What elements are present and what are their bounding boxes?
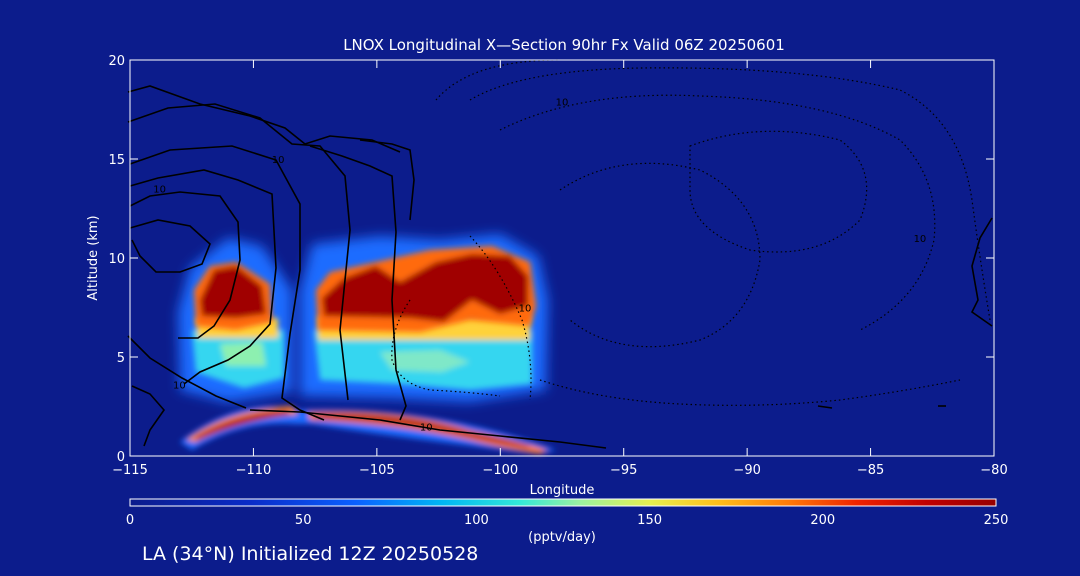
heat-arc-central-core (314, 413, 530, 448)
y-tick-label: 0 (117, 450, 125, 465)
dotted-contour-lines (391, 59, 991, 406)
contour-label: 10 (272, 155, 285, 166)
x-tick-label: −100 (482, 463, 518, 478)
x-axis: −115 −110 −105 −100 −95 −90 −85 −80 (112, 60, 1008, 478)
y-tick-label: 20 (108, 54, 125, 69)
contour-lines (127, 85, 993, 449)
contour-line (359, 139, 415, 221)
contour-line (129, 169, 277, 385)
y-tick-label: 5 (117, 351, 125, 366)
contour-line (970, 217, 993, 327)
y-tick-label: 15 (108, 153, 125, 168)
dotted-contour-line (469, 67, 991, 321)
heat-field (178, 234, 556, 454)
contour-line (249, 409, 607, 449)
contour-line (309, 145, 407, 421)
heat-green-central (380, 350, 470, 372)
colorbar-tick-label: 200 (810, 513, 835, 528)
heat-arc-halo (180, 406, 556, 454)
colorbar-tick-label: 150 (637, 513, 662, 528)
x-tick-label: −85 (857, 463, 884, 478)
x-tick-label: −80 (980, 463, 1007, 478)
heat-core-central (322, 254, 528, 322)
colorbar-tick-label: 0 (126, 513, 134, 528)
dotted-contour-line (559, 162, 761, 348)
x-tick-label: −115 (112, 463, 148, 478)
y-axis-label: Altitude (km) (86, 215, 101, 300)
contour-line (817, 405, 833, 409)
dotted-contour-line (689, 130, 868, 253)
colorbar-ticks: 0 50 100 150 200 250 (126, 513, 1009, 528)
colorbar-tick-label: 50 (295, 513, 312, 528)
heat-arc-central (308, 411, 548, 454)
contour-label: 10 (173, 381, 186, 392)
x-tick-label: −95 (610, 463, 637, 478)
dotted-contour-line (391, 299, 501, 397)
dotted-contour-line (539, 379, 961, 406)
contour-label: 10 (914, 234, 927, 245)
dotted-contour-line (499, 94, 936, 331)
contour-label: 10 (153, 185, 166, 196)
x-tick-label: −90 (733, 463, 760, 478)
x-tick-label: −110 (236, 463, 272, 478)
contour-line (129, 191, 241, 339)
contour-label: 10 (420, 422, 433, 433)
contour-line (131, 385, 166, 447)
dotted-contour-line (435, 59, 561, 101)
heat-green-west (220, 342, 266, 366)
y-axis: 0 5 10 15 20 (108, 54, 994, 465)
contour-line (127, 85, 401, 153)
dotted-contour-line (469, 235, 532, 401)
colorbar-gradient (129, 498, 997, 507)
heat-core-west (200, 266, 266, 318)
contour-line (127, 103, 351, 401)
colorbar: 0 50 100 150 200 250 (pptv/day) (126, 498, 1009, 545)
colorbar-label: (pptv/day) (528, 530, 596, 545)
contour-line (129, 219, 211, 273)
colorbar-tick-label: 250 (984, 513, 1009, 528)
colorbar-tick-label: 100 (464, 513, 489, 528)
chart-title: LNOX Longitudinal X—Section 90hr Fx Vali… (343, 36, 785, 54)
x-tick-label: −105 (359, 463, 395, 478)
footer-caption: LA (34°N) Initialized 12Z 20250528 (142, 543, 479, 565)
contour-labels: 10 10 10 10 10 10 10 (153, 98, 926, 434)
contour-label: 10 (519, 304, 532, 315)
contour-line (127, 335, 247, 409)
heat-arc-west-core (194, 410, 290, 440)
contour-label: 10 (556, 98, 569, 109)
y-tick-label: 10 (108, 252, 125, 267)
x-axis-label: Longitude (530, 483, 595, 498)
contour-line (129, 145, 325, 421)
